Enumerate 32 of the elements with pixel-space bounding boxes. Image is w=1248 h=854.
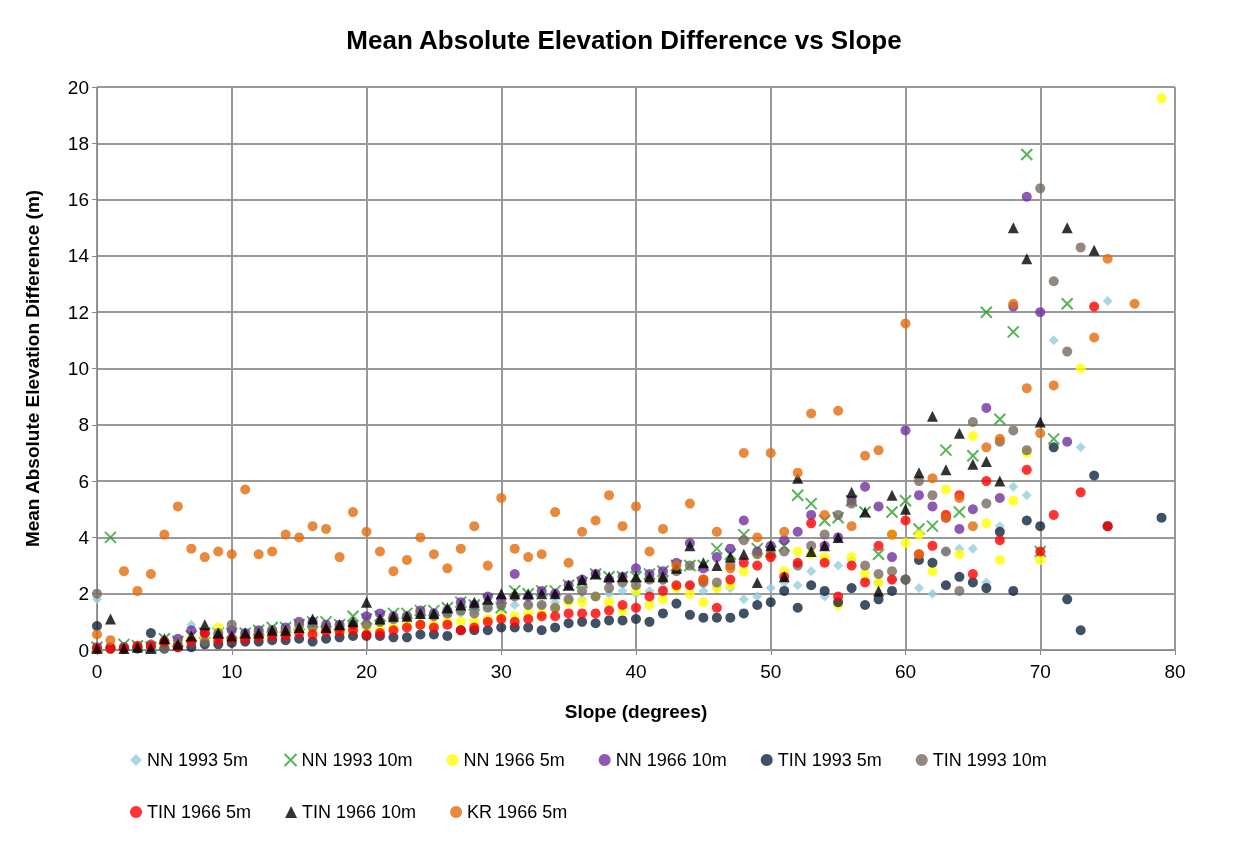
x-tick-label: 50 bbox=[760, 661, 782, 682]
x-tick-label: 30 bbox=[490, 661, 512, 682]
y-tick-label: 0 bbox=[78, 639, 89, 661]
y-tick-label: 10 bbox=[67, 358, 89, 379]
legend-label: NN 1966 10m bbox=[615, 750, 727, 770]
legend-label: TIN 1993 5m bbox=[777, 750, 882, 770]
x-axis-title: Slope (degrees) bbox=[564, 701, 708, 722]
y-tick-label: 18 bbox=[67, 132, 89, 154]
legend-label: NN 1993 10m bbox=[301, 750, 413, 770]
x-tick-label: 70 bbox=[1029, 661, 1051, 682]
legend-label: TIN 1966 5m bbox=[147, 802, 252, 822]
x-tick-label: 0 bbox=[91, 661, 103, 682]
x-tick-label: 80 bbox=[1164, 661, 1186, 682]
legend-label: KR 1966 5m bbox=[467, 802, 568, 822]
x-tick-label: 20 bbox=[355, 661, 378, 682]
y-axis-title: Mean Absolute Elevation Difference (m) bbox=[22, 189, 43, 548]
y-tick-label: 16 bbox=[67, 189, 89, 211]
y-tick-label: 12 bbox=[67, 301, 89, 323]
x-tick-label: 10 bbox=[221, 661, 243, 682]
y-tick-label: 8 bbox=[78, 414, 89, 436]
legend-label: NN 1993 5m bbox=[147, 750, 249, 770]
chart-title: Mean Absolute Elevation Difference vs Slope bbox=[346, 25, 902, 55]
y-tick-label: 4 bbox=[78, 526, 90, 548]
y-tick-label: 14 bbox=[67, 245, 90, 267]
legend-label: TIN 1966 10m bbox=[302, 802, 417, 822]
x-tick-label: 40 bbox=[625, 661, 647, 682]
legend-label: NN 1966 5m bbox=[463, 750, 565, 770]
legend-label: TIN 1993 10m bbox=[932, 750, 1047, 770]
y-tick-label: 6 bbox=[78, 470, 89, 492]
x-tick-label: 60 bbox=[894, 661, 917, 682]
y-tick-label: 20 bbox=[67, 76, 89, 98]
y-tick-label: 2 bbox=[78, 583, 89, 605]
